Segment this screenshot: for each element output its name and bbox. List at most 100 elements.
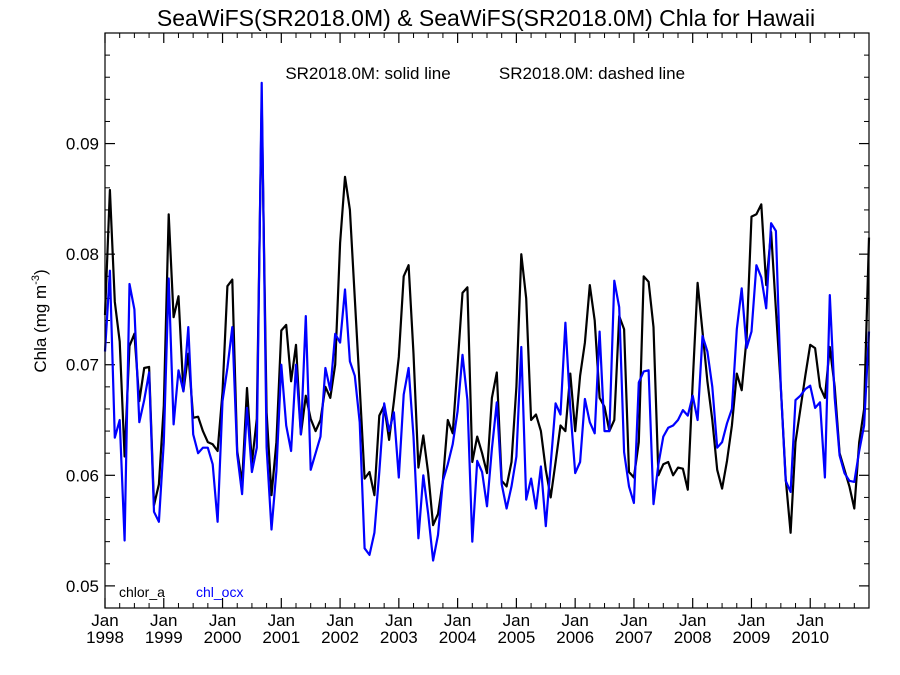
- data-point-chl-ocx: [359, 421, 361, 423]
- data-point-chl-ocx: [506, 507, 508, 510]
- y-axis-label-exponent: -3: [30, 275, 42, 285]
- data-point-chlor-a: [809, 344, 811, 346]
- data-point-chlor-a: [540, 430, 542, 432]
- data-point-chl-ocx: [275, 470, 277, 472]
- data-point-chl-ocx: [261, 82, 263, 84]
- data-point-chlor-a: [432, 524, 434, 526]
- data-point-chl-ocx: [760, 276, 762, 278]
- data-point-chl-ocx: [217, 521, 219, 523]
- data-point-chl-ocx: [555, 402, 557, 404]
- data-point-chlor-a: [403, 275, 405, 277]
- x-tick-label-month: Jan: [738, 611, 765, 630]
- data-point-chlor-a: [858, 441, 860, 443]
- data-point-chl-ocx: [236, 453, 238, 455]
- data-point-chl-ocx: [579, 461, 581, 463]
- data-point-chl-ocx: [334, 333, 336, 335]
- data-point-chl-ocx: [491, 448, 493, 450]
- data-point-chl-ocx: [114, 437, 116, 439]
- data-point-chl-ocx: [324, 367, 326, 369]
- y-tick-label: 0.09: [66, 135, 99, 154]
- data-point-chlor-a: [706, 380, 709, 382]
- data-point-chl-ocx: [368, 554, 371, 556]
- data-point-chl-ocx: [746, 347, 748, 349]
- data-point-chlor-a: [535, 413, 537, 416]
- data-point-chl-ocx: [652, 503, 655, 505]
- data-point-chl-ocx: [158, 521, 160, 523]
- data-point-chlor-a: [158, 483, 160, 485]
- data-point-chl-ocx: [633, 502, 635, 504]
- series-lines: [103, 81, 871, 562]
- data-point-chl-ocx: [731, 408, 733, 410]
- data-point-chl-ocx: [481, 471, 483, 473]
- data-point-chlor-a: [775, 308, 777, 310]
- data-point-chl-ocx: [452, 443, 454, 445]
- data-point-chl-ocx: [364, 547, 366, 549]
- data-point-chl-ocx: [398, 476, 400, 479]
- data-point-chl-ocx: [148, 371, 150, 374]
- x-tick-label-year: 2002: [321, 628, 359, 647]
- x-tick-label-year: 2010: [791, 628, 829, 647]
- data-point-chl-ocx: [741, 287, 743, 289]
- data-point-chlor-a: [457, 364, 459, 366]
- data-point-chl-ocx: [246, 407, 248, 409]
- data-point-chlor-a: [794, 441, 797, 443]
- data-point-chl-ocx: [388, 430, 390, 432]
- data-point-chlor-a: [246, 387, 248, 389]
- data-point-chl-ocx: [775, 230, 777, 232]
- data-point-chl-ocx: [310, 469, 312, 471]
- x-tick-label-month: Jan: [679, 611, 706, 630]
- data-point-chl-ocx: [814, 407, 816, 409]
- data-point-chlor-a: [173, 316, 175, 318]
- x-tick-label-month: Jan: [91, 611, 118, 630]
- data-point-chl-ocx: [569, 408, 571, 410]
- data-point-chlor-a: [638, 441, 640, 443]
- data-point-chl-ocx: [476, 460, 478, 462]
- data-point-chl-ocx: [197, 452, 199, 454]
- data-point-chlor-a: [510, 461, 513, 463]
- data-point-chl-ocx: [692, 395, 694, 397]
- data-point-chl-ocx: [559, 413, 562, 416]
- data-point-chlor-a: [481, 452, 483, 454]
- data-point-chl-ocx: [623, 451, 625, 453]
- data-point-chl-ocx: [682, 409, 684, 411]
- data-point-chl-ocx: [520, 346, 522, 348]
- x-tick-label-year: 2005: [497, 628, 535, 647]
- data-point-chl-ocx: [408, 367, 410, 369]
- x-tick-label-year: 2003: [380, 628, 418, 647]
- data-point-chl-ocx: [550, 463, 552, 465]
- chart-title: SeaWiFS(SR2018.0M) & SeaWiFS(SR2018.0M) …: [157, 5, 815, 31]
- data-point-chlor-a: [408, 264, 410, 266]
- data-point-chl-ocx: [315, 452, 317, 454]
- x-tick-label-month: Jan: [209, 611, 236, 630]
- data-point-chl-ocx: [706, 350, 709, 353]
- data-point-chlor-a: [692, 381, 694, 383]
- data-point-chlor-a: [422, 434, 424, 437]
- data-point-chlor-a: [790, 532, 792, 534]
- data-point-chlor-a: [677, 467, 679, 469]
- data-point-chl-ocx: [510, 485, 513, 487]
- data-point-chlor-a: [491, 397, 493, 399]
- data-point-chl-ocx: [628, 485, 630, 487]
- data-point-chl-ocx: [143, 399, 145, 401]
- data-point-chl-ocx: [290, 450, 292, 452]
- x-tick-label-year: 1998: [86, 628, 124, 647]
- data-point-chlor-a: [697, 282, 699, 284]
- data-point-chl-ocx: [711, 386, 713, 388]
- data-point-chl-ocx: [319, 436, 322, 438]
- x-tick-label-month: Jan: [503, 611, 530, 630]
- data-point-chlor-a: [344, 176, 346, 178]
- data-point-chlor-a: [398, 356, 400, 358]
- data-point-chl-ocx: [427, 513, 429, 515]
- data-point-chl-ocx: [192, 433, 194, 435]
- y-tick-label: 0.06: [66, 466, 99, 485]
- data-point-chlor-a: [447, 419, 449, 421]
- data-point-chl-ocx: [173, 423, 175, 425]
- data-point-chlor-a: [393, 400, 395, 402]
- data-point-chl-ocx: [643, 370, 645, 372]
- subtitle-solid: SR2018.0M: solid line: [285, 64, 450, 83]
- data-point-chl-ocx: [373, 532, 375, 534]
- data-point-chlor-a: [701, 331, 704, 333]
- data-point-chlor-a: [545, 469, 547, 471]
- data-point-chlor-a: [628, 471, 630, 473]
